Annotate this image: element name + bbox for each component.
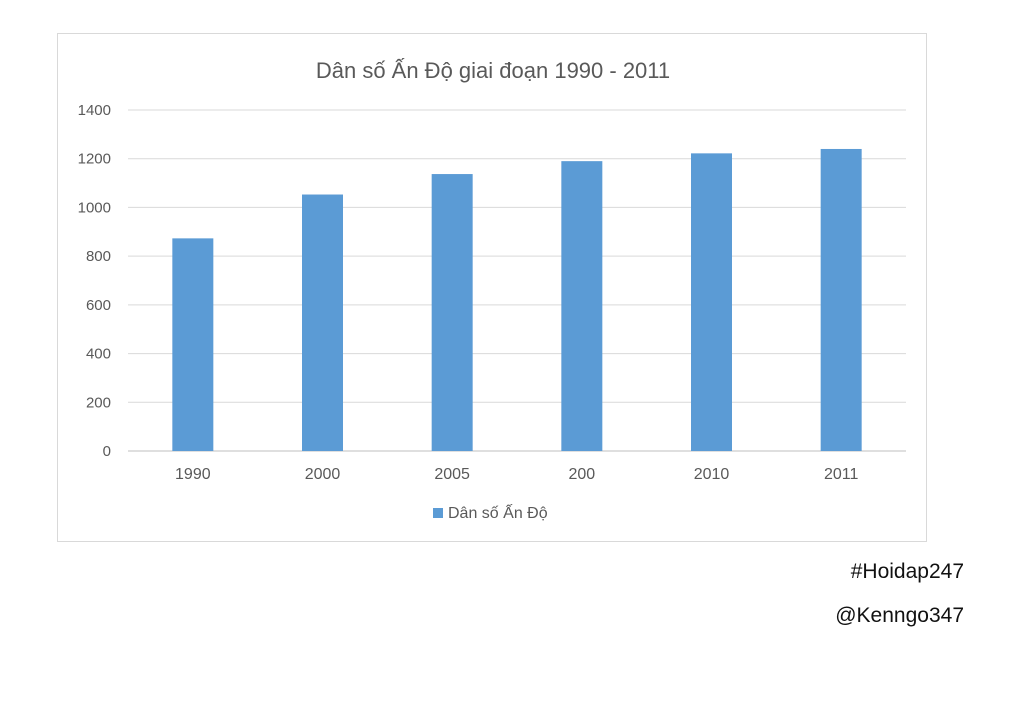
- bar-2010: [691, 153, 732, 451]
- bar-2005: [431, 174, 473, 452]
- legend-label: Dân số Ấn Độ: [448, 503, 548, 522]
- x-tick-label: 2011: [824, 466, 859, 483]
- bar-200: [561, 161, 603, 451]
- x-tick-label: 1990: [175, 466, 211, 483]
- bar-1990: [172, 238, 214, 451]
- y-axis-ticks: 0 200 400 600 800 1000 1200 1400: [78, 102, 111, 460]
- bar-2011: [820, 148, 862, 451]
- gridlines: [128, 109, 906, 452]
- x-tick-label: 2010: [694, 466, 730, 483]
- x-tick-label: 200: [568, 466, 595, 483]
- y-tick-label: 1400: [78, 102, 111, 119]
- y-tick-label: 400: [86, 346, 111, 363]
- bars: [172, 148, 862, 452]
- y-tick-label: 1200: [78, 151, 111, 168]
- y-tick-label: 600: [86, 297, 111, 314]
- bar-2000: [302, 194, 343, 451]
- y-tick-label: 200: [86, 394, 111, 411]
- legend-swatch: [433, 508, 443, 518]
- x-axis-ticks: 1990 2000 2005 200 2010 2011: [175, 466, 858, 483]
- x-tick-label: 2000: [305, 466, 341, 483]
- chart-title: Dân số Ấn Độ giai đoạn 1990 - 2011: [316, 58, 670, 83]
- y-tick-label: 1000: [78, 199, 111, 216]
- author-watermark: @Kenngo347: [835, 604, 964, 627]
- y-tick-label: 0: [103, 443, 111, 460]
- hashtag-watermark: #Hoidap247: [850, 560, 964, 583]
- x-tick-label: 2005: [434, 466, 470, 483]
- chart-container: Dân số Ấn Độ giai đoạn 1990 - 2011 0 200 4…: [57, 33, 927, 542]
- legend: Dân số Ấn Độ: [433, 503, 548, 522]
- bar-chart: Dân số Ấn Độ giai đoạn 1990 - 2011 0 200 4…: [78, 58, 906, 522]
- y-tick-label: 800: [86, 248, 111, 265]
